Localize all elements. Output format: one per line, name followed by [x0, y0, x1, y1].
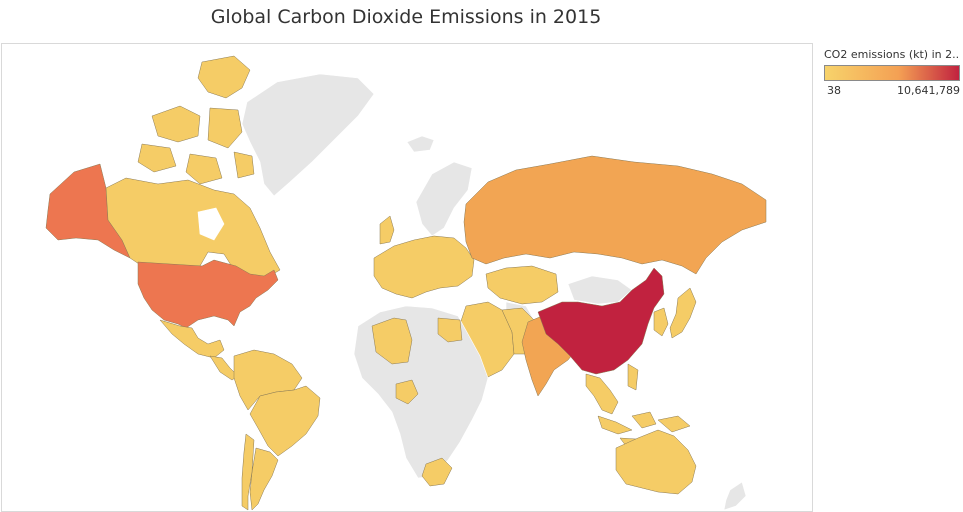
region-nigeria[interactable]	[395, 379, 419, 405]
region-usa[interactable]	[137, 259, 279, 329]
region-russia[interactable]	[463, 155, 767, 275]
legend-title: CO2 emissions (kt) in 2..	[824, 48, 960, 61]
region-japan[interactable]	[669, 287, 697, 339]
region-china[interactable]	[537, 267, 665, 375]
region-egypt[interactable]	[437, 317, 463, 343]
region-australia[interactable]	[615, 429, 697, 495]
legend-labels: 38 10,641,789	[824, 84, 960, 98]
region-iceland[interactable]	[406, 135, 435, 153]
color-legend: CO2 emissions (kt) in 2.. 38 10,641,789	[824, 48, 960, 98]
map-title: Global Carbon Dioxide Emissions in 2015	[210, 6, 602, 28]
world-map[interactable]	[1, 43, 813, 512]
legend-max-label: 10,641,789	[897, 84, 960, 97]
region-alaska[interactable]	[45, 163, 131, 259]
region-brazil[interactable]	[249, 385, 321, 457]
region-europe[interactable]	[373, 235, 475, 299]
region-south-africa[interactable]	[421, 457, 453, 487]
region-mongolia[interactable]	[567, 275, 633, 305]
region-algeria[interactable]	[371, 317, 413, 365]
world-map-svg[interactable]	[2, 44, 812, 511]
region-uk[interactable]	[379, 215, 395, 245]
region-southeast-asia[interactable]	[585, 363, 639, 415]
region-greenland[interactable]	[241, 73, 375, 197]
legend-gradient-bar	[824, 65, 960, 81]
region-scandinavia[interactable]	[415, 161, 473, 237]
region-mexico[interactable]	[159, 319, 225, 359]
region-argentina[interactable]	[249, 447, 279, 511]
region-canadian-arctic[interactable]	[137, 55, 255, 185]
region-indonesia[interactable]	[597, 411, 691, 449]
region-new-zealand[interactable]	[723, 481, 747, 511]
region-kazakhstan[interactable]	[485, 265, 559, 305]
region-hudson-bay	[197, 207, 225, 241]
region-canada[interactable]	[105, 177, 281, 281]
region-chile[interactable]	[241, 433, 255, 511]
region-korea[interactable]	[653, 307, 669, 337]
legend-min-label: 38	[827, 84, 841, 97]
